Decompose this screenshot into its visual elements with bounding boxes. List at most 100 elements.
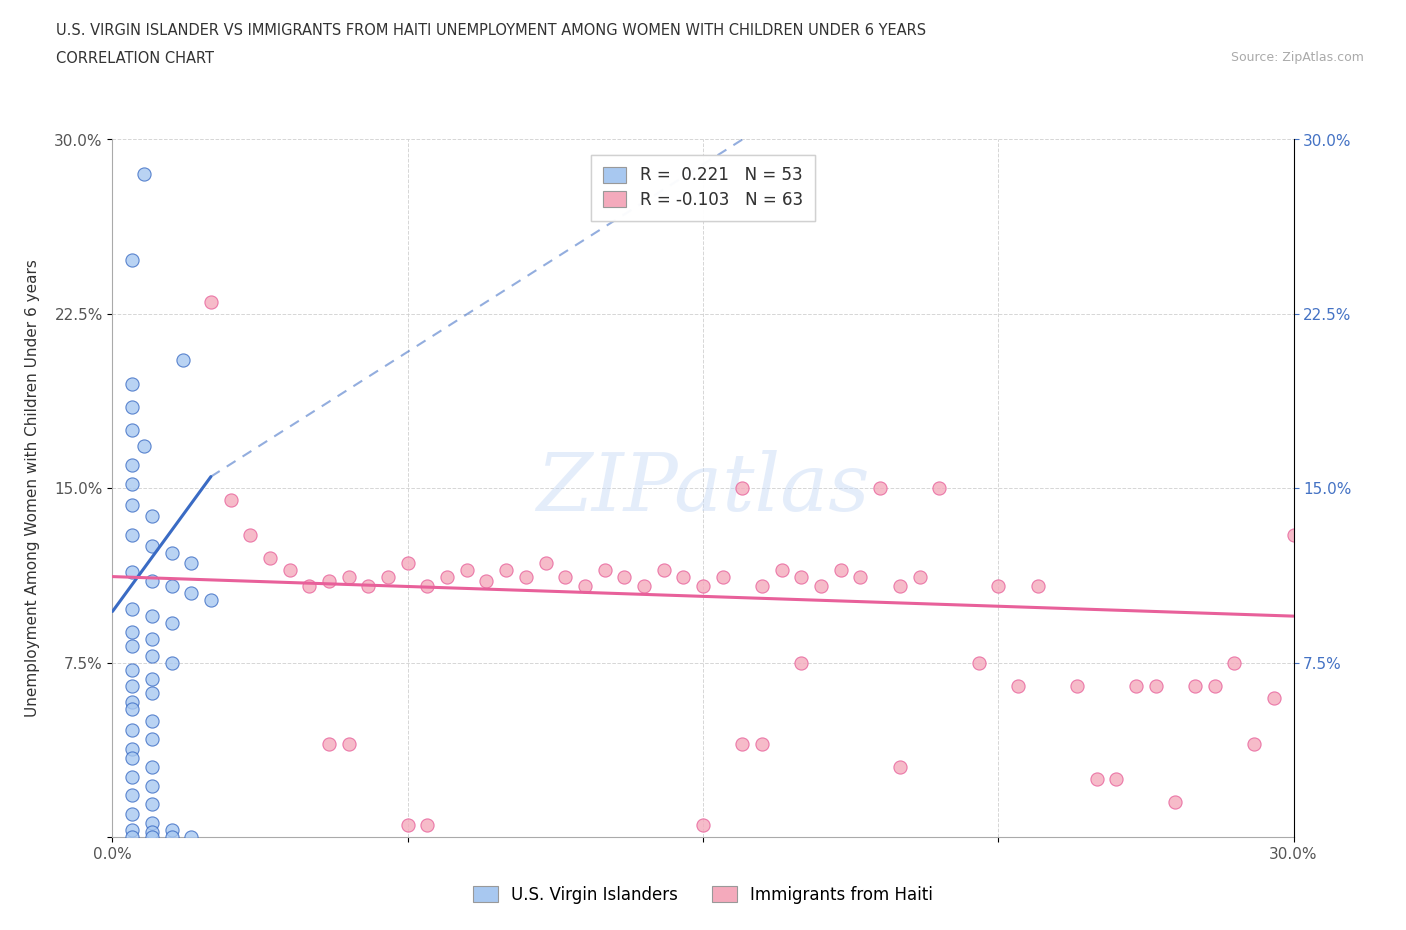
Point: [239, 527, 262, 542]
Point: [132, 439, 155, 454]
Point: [318, 574, 340, 589]
Point: [180, 555, 202, 570]
Point: [1223, 656, 1246, 671]
Point: [889, 578, 911, 593]
Y-axis label: Unemployment Among Women with Children Under 6 years: Unemployment Among Women with Children U…: [25, 259, 41, 717]
Text: U.S. VIRGIN ISLANDER VS IMMIGRANTS FROM HAITI UNEMPLOYMENT AMONG WOMEN WITH CHIL: U.S. VIRGIN ISLANDER VS IMMIGRANTS FROM …: [56, 23, 927, 38]
Point: [475, 574, 498, 589]
Point: [160, 830, 183, 844]
Point: [141, 760, 163, 775]
Point: [121, 788, 143, 803]
Point: [337, 737, 360, 751]
Point: [1007, 679, 1029, 694]
Point: [416, 818, 439, 833]
Point: [121, 741, 143, 756]
Point: [652, 562, 675, 577]
Point: [160, 578, 183, 593]
Point: [121, 639, 143, 654]
Point: [141, 778, 163, 793]
Point: [633, 578, 655, 593]
Point: [121, 823, 143, 838]
Point: [121, 695, 143, 710]
Point: [1144, 679, 1167, 694]
Point: [534, 555, 557, 570]
Point: [790, 569, 813, 584]
Point: [121, 701, 143, 716]
Point: [1125, 679, 1147, 694]
Point: [849, 569, 872, 584]
Point: [121, 751, 143, 765]
Point: [121, 422, 143, 438]
Point: [416, 578, 439, 593]
Point: [121, 498, 143, 512]
Point: [515, 569, 537, 584]
Point: [1105, 772, 1128, 787]
Point: [141, 539, 163, 554]
Point: [121, 625, 143, 640]
Point: [396, 555, 419, 570]
Point: [692, 818, 714, 833]
Point: [810, 578, 832, 593]
Point: [141, 574, 163, 589]
Point: [1164, 794, 1187, 809]
Point: [337, 569, 360, 584]
Point: [141, 632, 163, 647]
Point: [298, 578, 321, 593]
Point: [554, 569, 576, 584]
Point: [121, 527, 143, 542]
Text: ZIPatlas: ZIPatlas: [536, 449, 870, 527]
Point: [770, 562, 793, 577]
Point: [121, 400, 143, 415]
Point: [790, 656, 813, 671]
Point: [121, 602, 143, 617]
Point: [141, 609, 163, 624]
Point: [751, 578, 773, 593]
Point: [121, 769, 143, 784]
Point: [318, 737, 340, 751]
Point: [141, 509, 163, 524]
Point: [613, 569, 636, 584]
Point: [830, 562, 852, 577]
Point: [593, 562, 616, 577]
Point: [1204, 679, 1226, 694]
Point: [141, 713, 163, 728]
Point: [456, 562, 478, 577]
Point: [672, 569, 695, 584]
Point: [278, 562, 301, 577]
Point: [121, 476, 143, 491]
Point: [160, 616, 183, 631]
Point: [121, 376, 143, 391]
Point: [731, 481, 754, 496]
Point: [436, 569, 458, 584]
Point: [160, 823, 183, 838]
Point: [928, 481, 950, 496]
Point: [711, 569, 734, 584]
Point: [987, 578, 1010, 593]
Point: [377, 569, 399, 584]
Point: [869, 481, 891, 496]
Point: [121, 458, 143, 472]
Point: [1282, 527, 1305, 542]
Legend: R =  0.221   N = 53, R = -0.103   N = 63: R = 0.221 N = 53, R = -0.103 N = 63: [592, 154, 814, 220]
Point: [1066, 679, 1088, 694]
Point: [141, 648, 163, 663]
Point: [1184, 679, 1206, 694]
Point: [967, 656, 990, 671]
Point: [180, 830, 202, 844]
Point: [889, 760, 911, 775]
Text: CORRELATION CHART: CORRELATION CHART: [56, 51, 214, 66]
Point: [396, 818, 419, 833]
Point: [121, 806, 143, 821]
Point: [172, 353, 194, 368]
Point: [141, 797, 163, 812]
Point: [357, 578, 380, 593]
Point: [1026, 578, 1049, 593]
Point: [200, 295, 222, 310]
Point: [132, 167, 155, 182]
Point: [1243, 737, 1265, 751]
Point: [731, 737, 754, 751]
Point: [1085, 772, 1108, 787]
Point: [692, 578, 714, 593]
Point: [1263, 690, 1285, 705]
Point: [180, 586, 202, 601]
